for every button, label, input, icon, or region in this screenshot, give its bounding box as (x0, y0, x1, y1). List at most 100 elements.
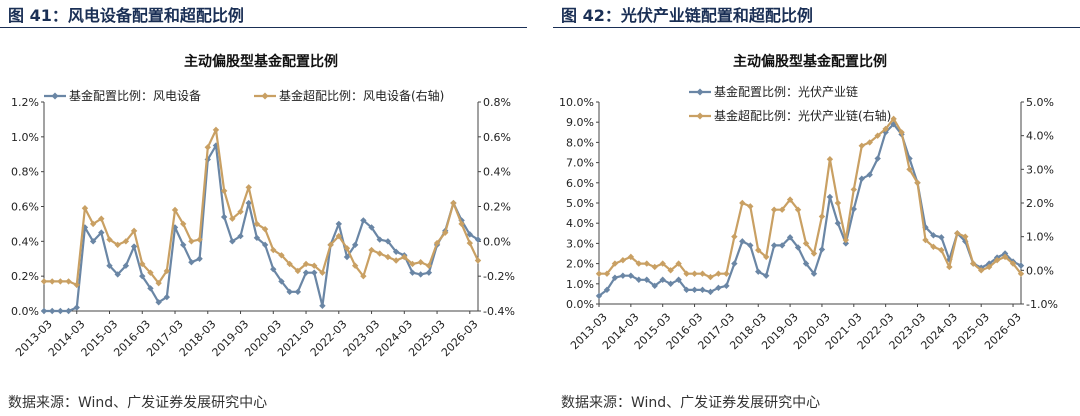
data-point (319, 302, 326, 309)
data-point (619, 272, 627, 279)
data-point (778, 206, 786, 213)
legend-marker (696, 112, 704, 120)
data-point (48, 278, 56, 285)
data-point (155, 299, 162, 306)
data-point (603, 270, 611, 277)
data-point (659, 276, 666, 283)
data-point (351, 241, 359, 249)
figure-title: 图 42：光伏产业链配置和超配比例 (561, 6, 813, 25)
data-point (89, 238, 97, 245)
data-point (962, 233, 969, 240)
legend-marker (261, 92, 269, 100)
data-point (715, 270, 722, 277)
data-point (294, 288, 302, 296)
data-point (139, 260, 146, 268)
data-point (196, 255, 203, 262)
data-point (139, 272, 146, 280)
legend-label: 基金配置比例：光伏产业链 (714, 84, 858, 99)
data-point (770, 242, 778, 249)
left-axis-tick-label: 0.2% (11, 270, 39, 283)
data-point (163, 267, 171, 275)
data-point (858, 142, 865, 149)
data-point (114, 271, 121, 278)
left-axis-tick-label: 0.6% (11, 201, 39, 214)
data-point (302, 269, 310, 276)
legend-label: 基金超配比例：风电设备(右轴) (279, 88, 444, 103)
data-point (229, 215, 236, 222)
data-point (401, 253, 408, 261)
data-point (834, 199, 842, 207)
data-point (130, 227, 138, 235)
data-point (938, 234, 945, 241)
data-point (270, 246, 277, 254)
right-axis-tick-label: -0.4% (483, 305, 515, 318)
right-axis-tick-label: 2.0% (1026, 197, 1054, 210)
right-axis-tick-label: 0.6% (483, 131, 511, 144)
data-point (707, 273, 714, 281)
data-point (659, 260, 666, 267)
data-point (261, 241, 269, 249)
data-point (818, 213, 826, 220)
data-point (368, 224, 375, 231)
data-point (57, 307, 64, 315)
data-point (970, 260, 977, 267)
data-point (834, 220, 842, 227)
data-point (595, 270, 603, 277)
data-point (946, 263, 953, 271)
right-axis-tick-label: -1.0% (1026, 298, 1058, 311)
data-point (311, 269, 318, 276)
right-axis-tick-label: 0.0% (1026, 264, 1054, 277)
data-point (327, 241, 334, 249)
data-point (40, 307, 48, 315)
data-point (747, 203, 754, 210)
left-axis-tick-label: 10.0% (559, 96, 594, 109)
data-point (343, 253, 351, 261)
right-axis-tick-label: 0.0% (483, 235, 511, 248)
data-point (278, 278, 285, 285)
figure-41-panel: 图 41：风电设备配置和超配比例 主动偏股型基金配置比例 0.0% 0.2% 0.4%… (0, 0, 527, 416)
data-point (890, 115, 897, 123)
series-line-1 (598, 123, 1022, 297)
right-axis-tick-label: 4.0% (1026, 130, 1054, 143)
data-point (122, 262, 130, 269)
data-point (106, 236, 113, 243)
left-axis-tick-label: 1.0% (566, 278, 594, 291)
data-point (114, 241, 121, 249)
data-point (335, 232, 342, 240)
data-point (81, 205, 89, 212)
wind-equipment-chart: 主动偏股型基金配置比例 0.0% 0.2% 0.4% 0.6% 0.8% 1.0% 1.2% -… (11, 53, 515, 359)
left-axis-tick-label: 2.0% (566, 258, 594, 271)
data-point (1017, 262, 1025, 269)
data-point (954, 230, 961, 237)
data-point (384, 253, 392, 261)
data-point (286, 260, 293, 268)
data-point (442, 229, 449, 236)
chart-title: 主动偏股型基金配置比例 (733, 53, 887, 70)
data-point (842, 240, 850, 247)
data-point (253, 220, 261, 228)
data-point (343, 245, 351, 252)
data-point (98, 229, 105, 236)
data-point (1009, 260, 1017, 267)
left-axis-tick-label: 0.0% (566, 298, 594, 311)
left-axis-tick-label: 1.2% (11, 96, 39, 109)
data-point (818, 246, 826, 253)
title-rule (553, 27, 1080, 28)
data-point (270, 266, 277, 273)
legend-marker (51, 92, 59, 100)
data-point (57, 278, 64, 285)
data-point (731, 260, 738, 267)
right-axis-tick-label: 0.4% (483, 166, 511, 179)
data-point (723, 282, 730, 290)
data-point (770, 206, 778, 213)
data-point (417, 271, 424, 278)
left-axis-tick-label: 3.0% (566, 237, 594, 250)
data-point (171, 206, 179, 214)
data-point (474, 236, 482, 243)
right-axis-tick-label: 0.8% (483, 96, 511, 109)
data-point (384, 238, 392, 245)
legend-marker (696, 88, 704, 96)
data-point (188, 238, 195, 245)
data-point (786, 196, 794, 203)
data-point (930, 243, 937, 250)
